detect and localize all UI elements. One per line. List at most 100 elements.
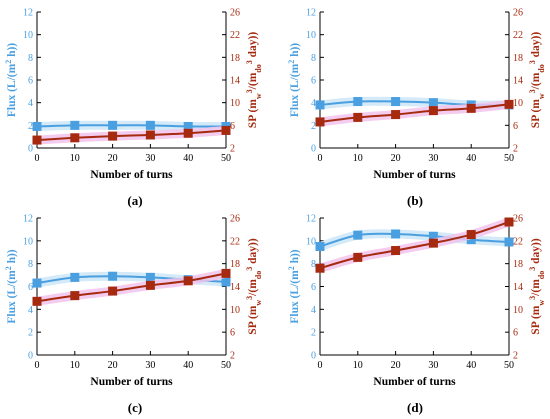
x-tick-label: 0 xyxy=(35,153,40,164)
right-tick-label: 10 xyxy=(230,98,240,109)
sp-data-point xyxy=(466,230,476,240)
flux-data-point xyxy=(70,272,80,282)
sp-data-point xyxy=(504,217,514,227)
right-tick-label: 14 xyxy=(230,76,240,87)
flux-data-point xyxy=(32,121,42,131)
sp-data-point xyxy=(504,99,514,109)
right-tick-label: 6 xyxy=(230,121,235,132)
x-tick-label: 10 xyxy=(353,153,363,164)
left-tick-label: 8 xyxy=(28,53,33,64)
sp-data-point xyxy=(221,125,231,135)
right-tick-label: 22 xyxy=(513,30,523,41)
x-tick-label: 0 xyxy=(35,360,40,371)
x-tick-label: 40 xyxy=(183,153,193,164)
right-tick-label: 22 xyxy=(230,236,240,247)
x-tick-label: 10 xyxy=(70,153,80,164)
x-tick-label: 20 xyxy=(108,360,118,371)
flux-data-point xyxy=(466,235,476,245)
sp-data-point xyxy=(428,106,438,116)
x-axis-title: Number of turns xyxy=(90,376,173,388)
right-tick-label: 6 xyxy=(513,121,518,132)
x-tick-label: 50 xyxy=(504,153,514,164)
sp-data-point xyxy=(145,130,155,140)
sp-series-line xyxy=(319,103,510,123)
right-tick-label: 10 xyxy=(513,305,523,316)
left-tick-label: 12 xyxy=(306,214,316,225)
flux-data-point xyxy=(108,271,118,281)
left-tick-label: 2 xyxy=(311,121,316,132)
flux-data-point xyxy=(504,237,514,247)
x-tick-label: 10 xyxy=(70,360,80,371)
sp-error-band xyxy=(315,217,514,273)
x-tick-label: 0 xyxy=(318,153,323,164)
flux-data-point xyxy=(428,231,438,241)
right-tick-label: 22 xyxy=(513,236,523,247)
flux-data-point xyxy=(183,121,193,131)
left-tick-label: 4 xyxy=(28,305,33,316)
right-tick-label: 6 xyxy=(230,328,235,339)
flux-axis-title: Flux (L/(m2 h)) xyxy=(4,249,19,323)
sp-data-point xyxy=(391,110,401,120)
left-tick-label: 8 xyxy=(28,259,33,270)
left-tick-label: 12 xyxy=(23,8,33,19)
x-tick-label: 10 xyxy=(353,360,363,371)
left-tick-label: 10 xyxy=(23,30,33,41)
x-axis-title: Number of turns xyxy=(90,169,173,181)
sp-data-point xyxy=(353,252,363,262)
flux-data-point xyxy=(315,100,325,110)
flux-data-point xyxy=(70,120,80,130)
x-tick-label: 30 xyxy=(145,153,155,164)
left-tick-label: 6 xyxy=(28,76,33,87)
flux-data-point xyxy=(353,230,363,240)
left-tick-label: 10 xyxy=(306,236,316,247)
x-tick-label: 20 xyxy=(391,153,401,164)
right-tick-label: 10 xyxy=(230,305,240,316)
right-tick-label: 26 xyxy=(513,214,523,225)
flux-data-point xyxy=(391,229,401,239)
sp-axis-title: SP (mw3/(mdo3 day)) xyxy=(528,32,546,129)
sp-data-point xyxy=(32,135,42,145)
sp-data-point xyxy=(315,117,325,127)
sp-data-point xyxy=(70,133,80,143)
left-tick-label: 2 xyxy=(28,328,33,339)
x-tick-label: 50 xyxy=(221,153,231,164)
right-tick-label: 10 xyxy=(513,98,523,109)
right-tick-label: 2 xyxy=(230,144,235,155)
sp-data-point xyxy=(108,131,118,141)
sp-axis-title: SP (mw3/(mdo3 day)) xyxy=(528,238,546,335)
sp-data-point xyxy=(221,268,231,278)
left-tick-label: 0 xyxy=(311,351,316,362)
left-tick-label: 8 xyxy=(311,259,316,270)
sp-data-point xyxy=(353,112,363,122)
left-tick-label: 0 xyxy=(311,144,316,155)
right-tick-label: 14 xyxy=(230,282,240,293)
x-tick-label: 40 xyxy=(183,360,193,371)
sp-axis-title: SP (mw3/(mdo3 day)) xyxy=(245,238,263,335)
x-tick-label: 50 xyxy=(221,360,231,371)
right-tick-label: 14 xyxy=(513,282,523,293)
left-tick-label: 12 xyxy=(23,214,33,225)
flux-axis-title: Flux (L/(m2 h)) xyxy=(287,249,302,323)
right-tick-label: 26 xyxy=(230,214,240,225)
left-tick-label: 4 xyxy=(311,98,316,109)
x-tick-label: 20 xyxy=(108,153,118,164)
flux-data-point xyxy=(32,278,42,288)
flux-data-point xyxy=(221,277,231,287)
flux-data-point xyxy=(428,98,438,108)
right-tick-label: 2 xyxy=(513,144,518,155)
x-tick-label: 30 xyxy=(428,360,438,371)
panel-label: (b) xyxy=(407,193,423,208)
right-tick-label: 6 xyxy=(513,328,518,339)
left-tick-label: 4 xyxy=(311,305,316,316)
right-tick-label: 18 xyxy=(230,259,240,270)
sp-data-point xyxy=(70,291,80,301)
sp-data-point xyxy=(466,103,476,113)
sp-data-point xyxy=(315,263,325,273)
right-tick-label: 26 xyxy=(513,8,523,19)
right-tick-label: 18 xyxy=(513,259,523,270)
x-tick-label: 40 xyxy=(466,360,476,371)
left-tick-label: 2 xyxy=(28,121,33,132)
